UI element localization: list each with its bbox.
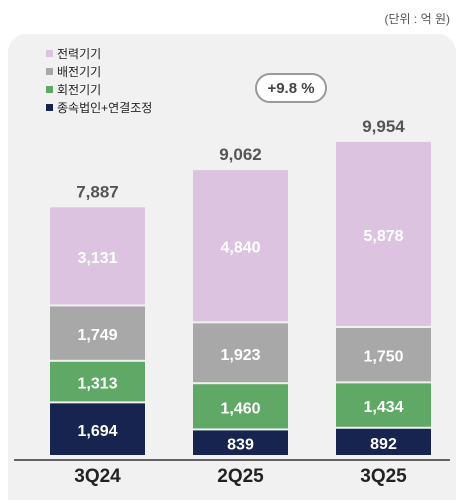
bar-segment-3q24-3	[50, 207, 145, 305]
bar-segment-3q24-2	[50, 306, 145, 360]
legend-item-rotating: 회전기기	[46, 80, 152, 98]
bar-segment-3q25-1	[336, 383, 431, 427]
unit-label: (단위 : 억 원)	[384, 12, 451, 26]
total-label-3q24: 7,887	[76, 182, 119, 201]
bar-segment-2q25-2	[193, 323, 288, 383]
category-label-3q25: 3Q25	[360, 466, 407, 487]
legend-item-subsidiaries: 종속법인+연결조정	[46, 98, 152, 116]
bar-segment-3q25-3	[336, 141, 431, 326]
data-label-3q25-1: 1,434	[363, 399, 403, 416]
bar-segment-3q25-2	[336, 327, 431, 382]
data-label-3q24-0: 1,694	[77, 423, 117, 440]
data-label-2q25-1: 1,460	[220, 400, 260, 417]
legend-label-rotating: 회전기기	[57, 82, 102, 97]
data-label-2q25-2: 1,923	[220, 347, 260, 364]
total-label-2q25: 9,062	[219, 145, 262, 164]
legend-item-distribution: 배전기기	[46, 62, 152, 80]
data-label-3q25-0: 892	[370, 436, 397, 453]
legend-label-power: 전력기기	[57, 46, 102, 61]
legend-label-subsidiaries: 종속법인+연결조정	[57, 100, 153, 115]
bar-segment-3q25-0	[336, 428, 431, 455]
total-label-3q25: 9,954	[362, 117, 405, 136]
bar-segment-2q25-0	[193, 430, 288, 455]
data-label-3q24-1: 1,313	[77, 376, 117, 393]
legend-swatch-power	[46, 49, 53, 57]
bar-segment-3q24-1	[50, 361, 145, 402]
bar-segment-2q25-3	[193, 170, 288, 322]
data-label-2q25-3: 4,840	[220, 240, 260, 257]
legend-item-power: 전력기기	[46, 44, 152, 62]
growth-badge: +9.8 %	[255, 73, 327, 103]
data-label-3q25-3: 5,878	[363, 228, 403, 245]
bar-segment-2q25-1	[193, 384, 288, 429]
data-label-2q25-0: 839	[227, 437, 254, 454]
legend: 전력기기 배전기기 회전기기 종속법인+연결조정	[46, 44, 152, 116]
legend-swatch-rotating	[46, 85, 53, 93]
category-label-3q24: 3Q24	[74, 466, 121, 487]
data-label-3q25-2: 1,750	[363, 349, 403, 366]
legend-swatch-distribution	[46, 67, 53, 75]
legend-swatch-subsidiaries	[46, 103, 53, 111]
data-label-3q24-3: 3,131	[77, 250, 117, 267]
legend-label-distribution: 배전기기	[57, 64, 102, 79]
category-label-2q25: 2Q25	[217, 466, 264, 487]
data-label-3q24-2: 1,749	[77, 327, 117, 344]
bar-segment-3q24-0	[50, 403, 145, 455]
